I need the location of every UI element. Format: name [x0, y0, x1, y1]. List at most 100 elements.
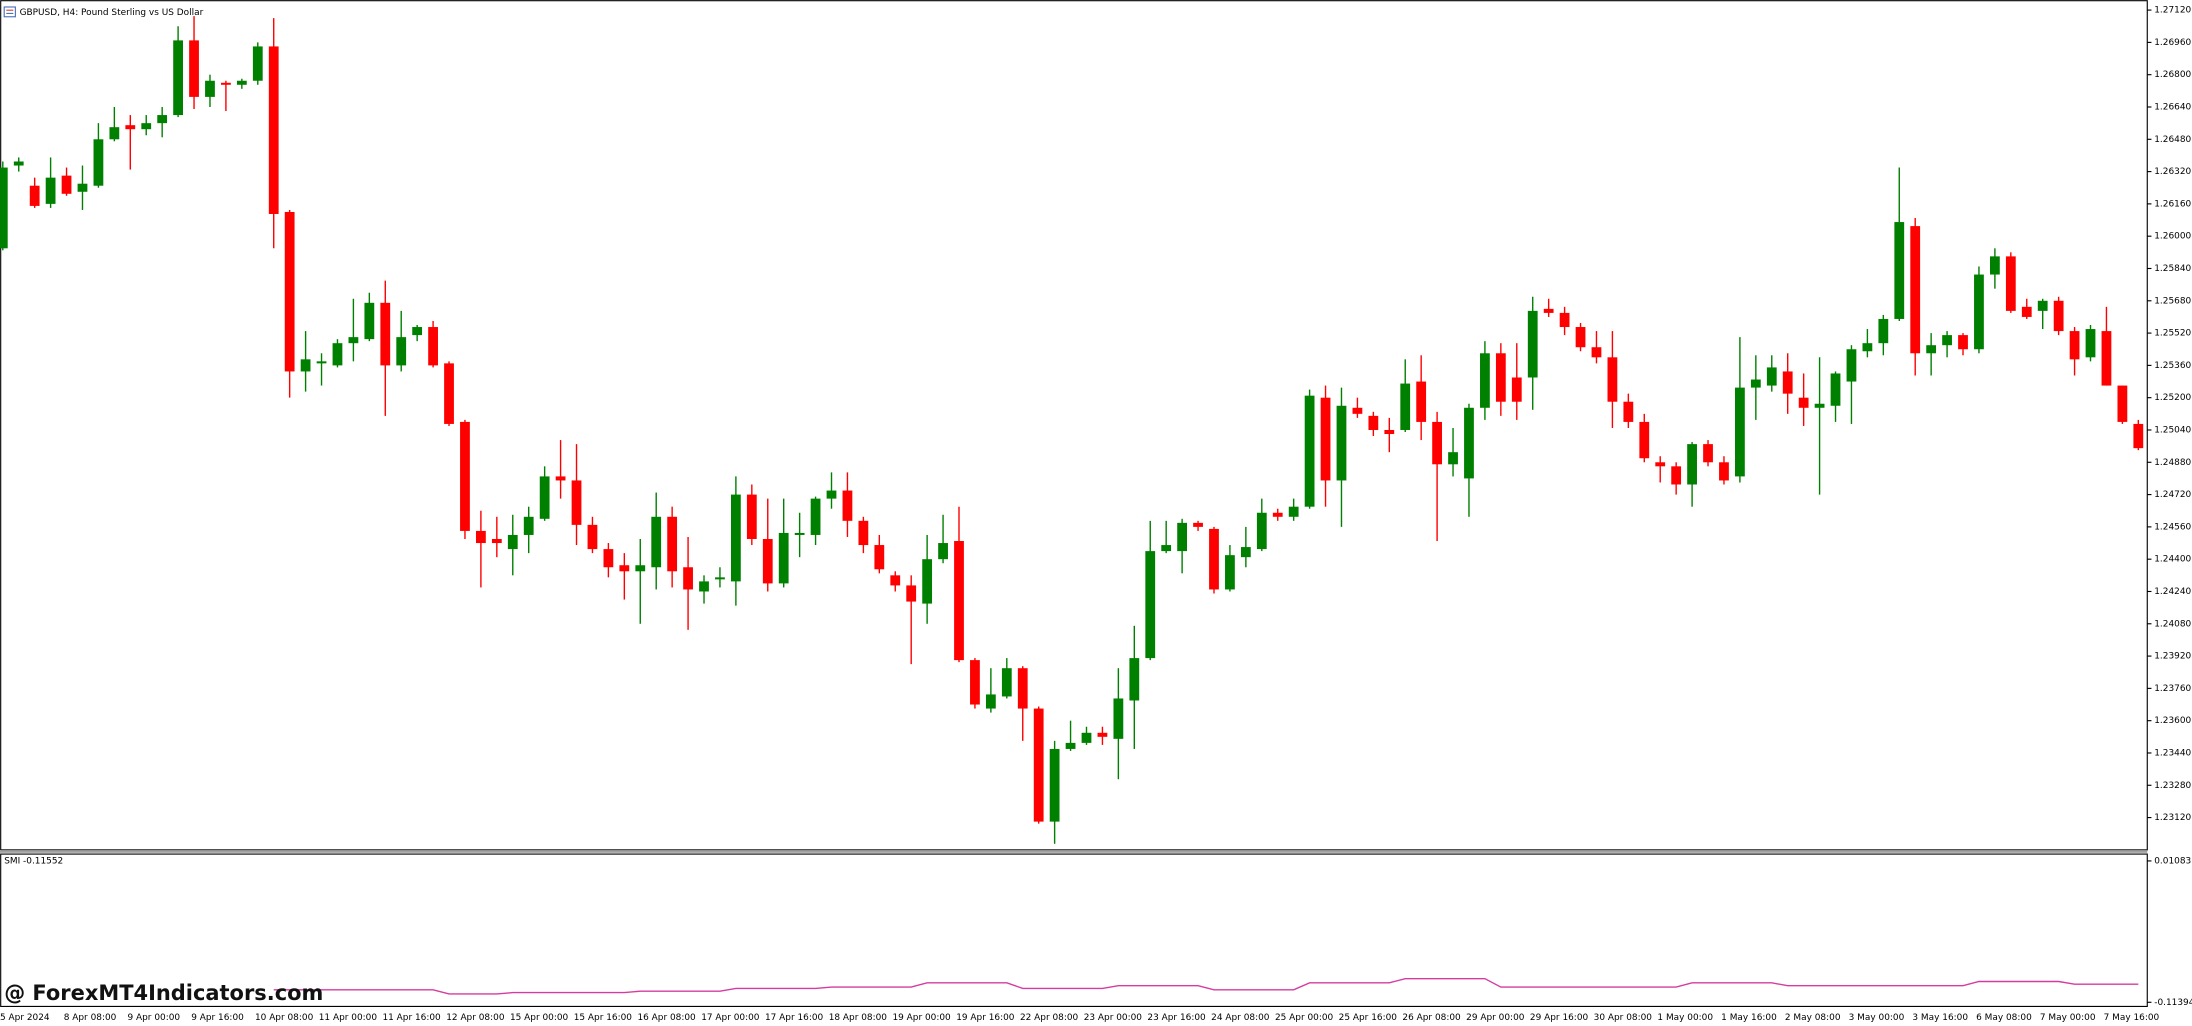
candle-body — [1766, 367, 1777, 386]
candle-body — [1543, 308, 1554, 313]
candle-body — [539, 476, 550, 519]
candle-body — [1974, 274, 1984, 350]
candle-body — [141, 123, 152, 130]
y-tick-label: 1.26800 — [2154, 70, 2191, 80]
candle-body — [571, 480, 582, 525]
x-tick-label: 30 Apr 08:00 — [1594, 1013, 1653, 1023]
x-tick-label: 10 Apr 08:00 — [255, 1013, 314, 1023]
candle-body — [157, 115, 168, 124]
y-tick-label: 1.24880 — [2154, 458, 2191, 468]
candle-body — [1097, 732, 1108, 737]
candle-body — [826, 490, 837, 499]
candle-body — [460, 421, 470, 531]
x-tick-label: 29 Apr 16:00 — [1530, 1013, 1589, 1023]
x-tick-label: 6 May 08:00 — [1976, 1013, 2032, 1023]
candle-body — [2085, 329, 2096, 358]
candle-body — [1639, 421, 1650, 459]
y-tick-label: 1.27120 — [2154, 6, 2191, 16]
candle-body — [810, 498, 821, 535]
x-tick-label: 12 Apr 08:00 — [446, 1013, 505, 1023]
x-tick-label: 29 Apr 00:00 — [1466, 1013, 1525, 1023]
candle-body — [61, 175, 72, 194]
candle-body — [1814, 403, 1825, 408]
candle-body — [1926, 345, 1937, 354]
candle-body — [985, 694, 996, 709]
x-tick-label: 23 Apr 00:00 — [1084, 1013, 1143, 1023]
x-tick-label: 5 Apr 2024 — [0, 1013, 50, 1023]
candle-body — [205, 80, 215, 97]
candle-body — [1862, 343, 1873, 352]
x-tick-label: 25 Apr 16:00 — [1339, 1013, 1398, 1023]
candle-body — [491, 538, 502, 544]
candle-body — [221, 82, 231, 85]
candle-body — [1464, 407, 1474, 479]
candle-body — [762, 538, 773, 584]
x-tick-label: 3 May 16:00 — [1912, 1013, 1968, 1023]
candle-body — [1240, 547, 1251, 558]
x-tick-label: 19 Apr 16:00 — [956, 1013, 1015, 1023]
y-tick-label: 1.23280 — [2154, 781, 2191, 791]
x-tick-label: 17 Apr 00:00 — [701, 1013, 760, 1023]
candle-body — [1081, 732, 1092, 743]
y-tick-label: 1.24240 — [2154, 587, 2191, 597]
y-tick-label: 1.25680 — [2154, 296, 2191, 306]
candle-body — [252, 46, 263, 81]
candle-body — [1703, 444, 1713, 463]
candle-body — [2021, 306, 2032, 317]
candle-body — [1368, 415, 1379, 430]
candle-body — [1113, 698, 1124, 739]
candle-body — [778, 532, 789, 584]
candle-body — [1671, 466, 1682, 485]
icon-frame — [3, 6, 16, 18]
y-tick-label: 1.23920 — [2154, 652, 2191, 662]
candle-body — [1782, 371, 1793, 394]
candle-body — [125, 125, 136, 130]
candle-body — [1209, 528, 1219, 590]
x-tick-label: 7 May 00:00 — [2040, 1013, 2096, 1023]
candle-body — [1288, 506, 1299, 517]
candle-body — [412, 327, 423, 336]
y-tick-label: 1.23600 — [2154, 716, 2191, 726]
candle-body — [1129, 658, 1140, 701]
candle-body — [1655, 462, 1666, 467]
y-tick-label: 1.25520 — [2154, 329, 2191, 339]
candle-body — [555, 476, 566, 481]
y-tick-label: 1.23760 — [2154, 684, 2191, 694]
chart-title: GBPUSD, H4: Pound Sterling vs US Dollar — [20, 8, 204, 18]
candle-body — [1559, 312, 1570, 328]
candle-body — [906, 585, 917, 602]
x-tick-label: 19 Apr 00:00 — [892, 1013, 951, 1023]
candle-body — [348, 337, 359, 344]
candle-body — [1049, 748, 1060, 822]
y-tick-label: 1.26640 — [2154, 102, 2191, 112]
x-tick-label: 24 Apr 08:00 — [1211, 1013, 1270, 1023]
candle-body — [77, 183, 88, 192]
x-tick-label: 25 Apr 00:00 — [1275, 1013, 1334, 1023]
candle-body — [635, 565, 646, 572]
candle-body — [428, 327, 438, 366]
y-tick-label: 1.26480 — [2154, 135, 2191, 145]
candle-body — [444, 363, 454, 424]
candle-body — [1511, 377, 1522, 402]
candle-body — [842, 490, 853, 521]
candle-body — [523, 516, 534, 535]
candle-body — [316, 361, 327, 364]
candle-body — [922, 559, 933, 604]
candle-body — [0, 167, 8, 249]
candle-body — [2069, 331, 2080, 360]
candle-body — [1495, 353, 1506, 402]
candle-body — [1958, 335, 1968, 350]
y-tick-label: 1.26160 — [2154, 199, 2191, 209]
candle-body — [236, 80, 247, 85]
y-tick-label: 1.25040 — [2154, 425, 2191, 435]
candle-body — [1145, 551, 1156, 659]
candle-body — [651, 516, 662, 568]
candle-body — [890, 575, 901, 586]
candle-body — [1304, 395, 1315, 507]
candle-body — [683, 567, 693, 590]
y-tick-label: 1.25840 — [2154, 264, 2191, 274]
candle-body — [364, 302, 375, 340]
candle-body — [1878, 318, 1889, 344]
candle-body — [1272, 512, 1283, 517]
x-tick-label: 7 May 16:00 — [2104, 1013, 2160, 1023]
